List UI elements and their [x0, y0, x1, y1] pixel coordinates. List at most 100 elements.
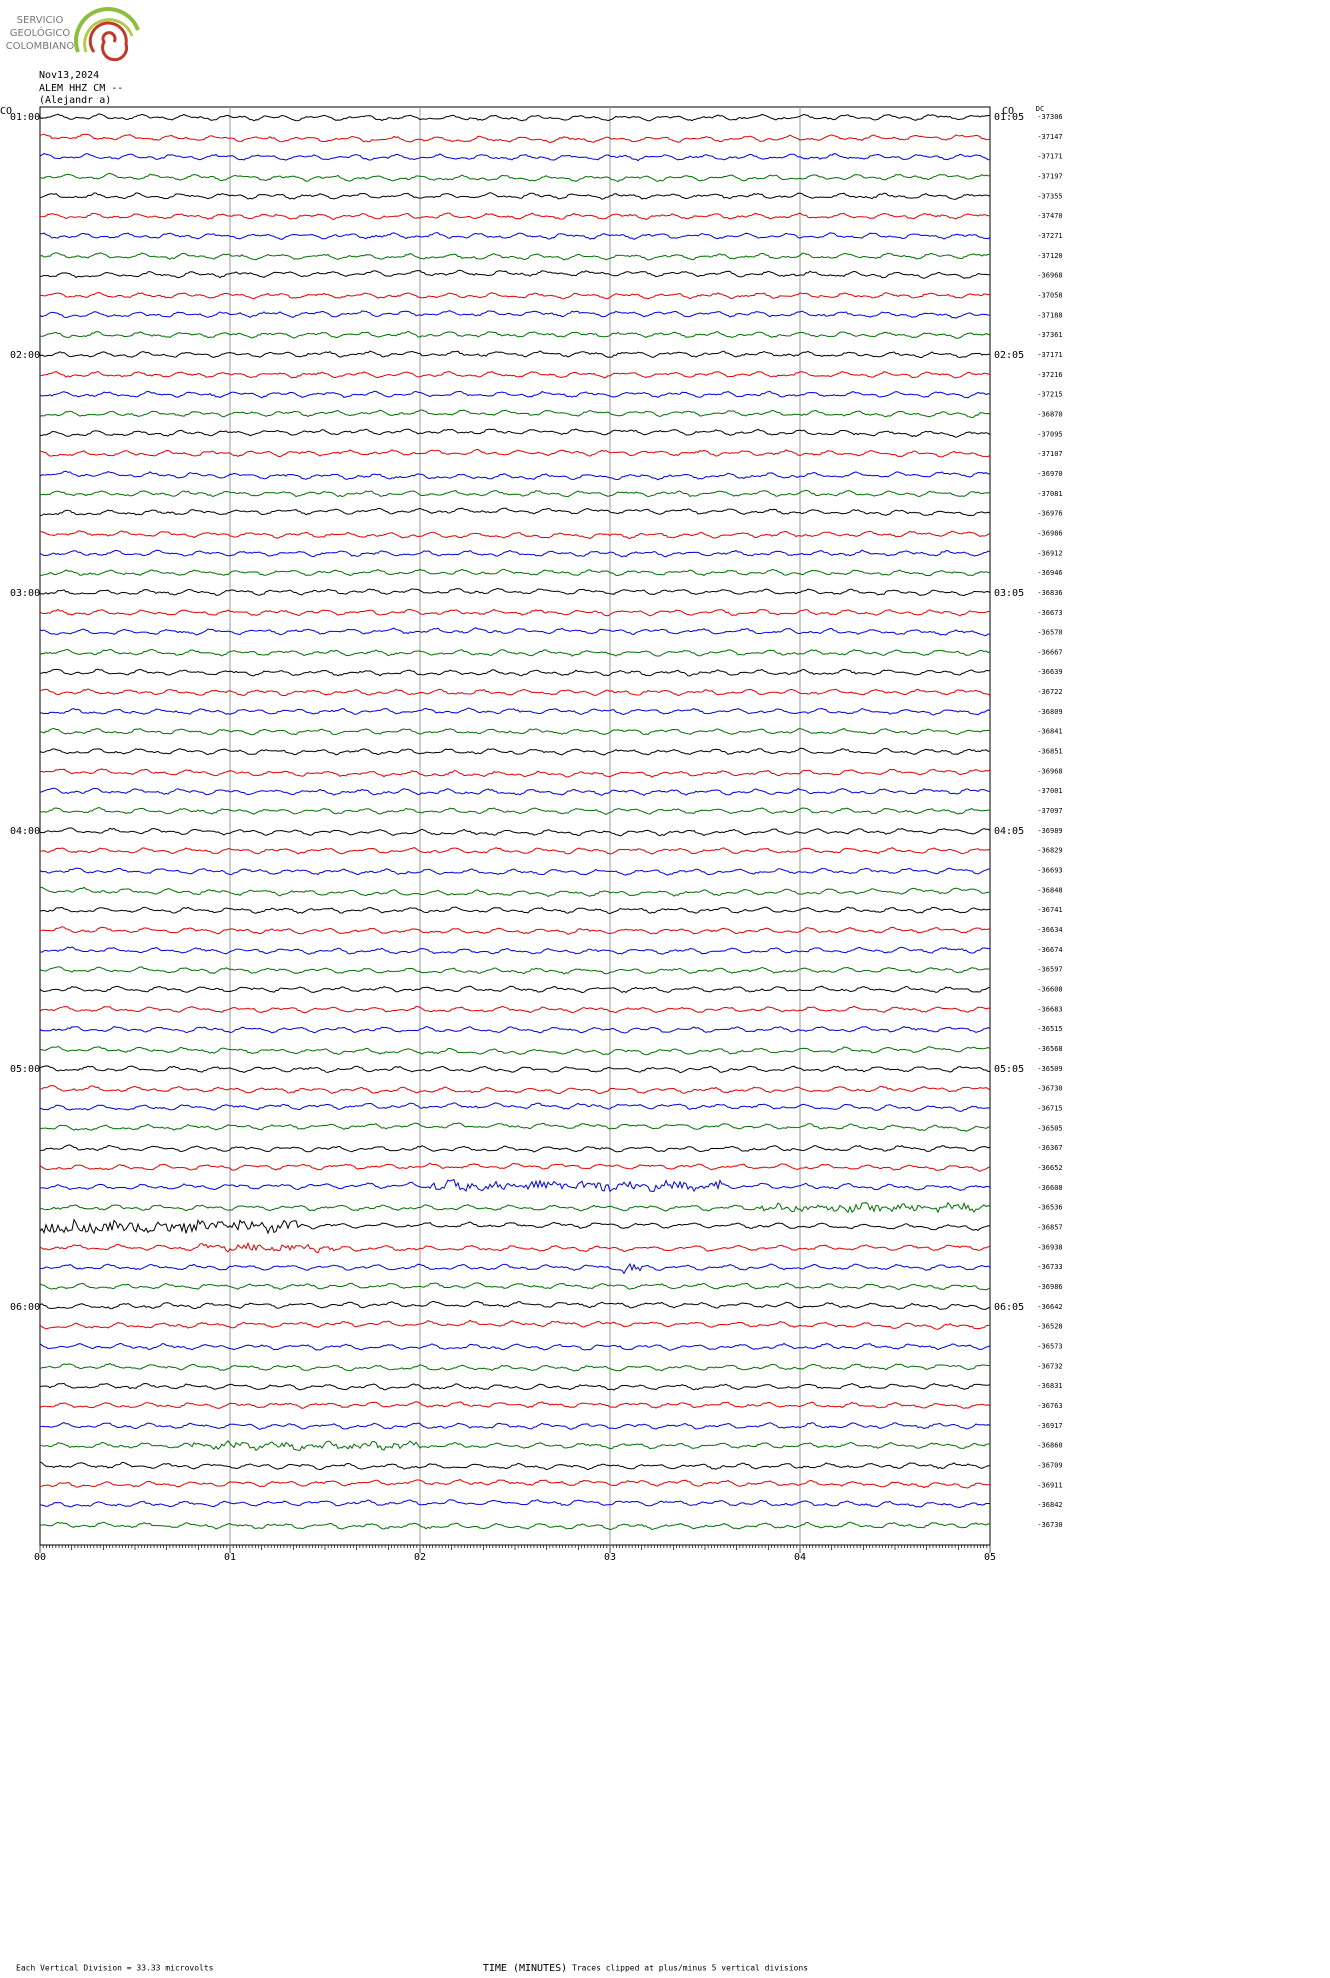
x-axis-title: TIME (MINUTES) [483, 1963, 567, 1974]
trace [39, 1005, 991, 1014]
dc-value: -37147 [1037, 133, 1062, 141]
trace [40, 489, 991, 498]
dc-value: -36809 [1037, 708, 1062, 716]
dc-value: -36938 [1037, 1243, 1062, 1251]
trace [39, 985, 991, 994]
trace [39, 1084, 991, 1095]
dc-value: -36912 [1037, 549, 1062, 557]
dc-value: -36634 [1037, 926, 1062, 934]
dc-value: -36642 [1037, 1303, 1062, 1311]
trace [39, 1218, 991, 1235]
dc-value: -36608 [1037, 986, 1062, 994]
trace [39, 212, 991, 220]
trace [39, 409, 991, 419]
trace [39, 1201, 991, 1214]
dc-value: -36860 [1037, 1442, 1062, 1450]
logo-arc [83, 18, 134, 53]
trace [39, 648, 991, 657]
dc-value: -37197 [1037, 172, 1062, 180]
dc-value: -36709 [1037, 1461, 1062, 1469]
logo-arc [74, 7, 140, 53]
trace [39, 370, 991, 379]
dc-value: -37171 [1037, 153, 1062, 161]
trace [39, 627, 991, 637]
dc-value: -37188 [1037, 311, 1062, 319]
trace [39, 768, 991, 778]
dc-value: -36968 [1037, 272, 1062, 280]
logo-spiral [88, 21, 129, 62]
dc-value: -36667 [1037, 648, 1062, 656]
trace [39, 747, 991, 756]
hour-label: 03:05 [994, 588, 1024, 599]
dc-value: -36367 [1037, 1144, 1062, 1152]
logo-text: COLOMBIANO [6, 41, 75, 52]
dc-value: -36528 [1037, 1323, 1062, 1331]
dc-value: -36570 [1037, 629, 1062, 637]
trace [39, 1342, 991, 1351]
x-tick-label: 00 [34, 1552, 46, 1563]
dc-value: -36652 [1037, 1164, 1062, 1172]
dc-label: DC [1036, 105, 1044, 113]
trace [39, 1282, 991, 1291]
dc-value: -36857 [1037, 1223, 1062, 1231]
trace [39, 330, 991, 339]
network-label: CO [0, 106, 12, 117]
trace [39, 1102, 991, 1112]
trace [39, 608, 991, 617]
trace [39, 133, 991, 144]
dc-value: -37171 [1037, 351, 1062, 359]
trace [39, 172, 991, 183]
trace [39, 727, 991, 736]
trace [39, 152, 991, 162]
hour-label: 01:00 [10, 112, 40, 123]
dc-value: -36836 [1037, 589, 1062, 597]
dc-value: -37470 [1037, 212, 1062, 220]
dc-value: -37097 [1037, 807, 1062, 815]
trace [39, 1401, 991, 1409]
trace [39, 1382, 991, 1391]
dc-value: -37216 [1037, 371, 1062, 379]
dc-value: -36870 [1037, 410, 1062, 418]
trace [39, 1421, 991, 1430]
dc-value: -36597 [1037, 966, 1062, 974]
footer-scale: Each Vertical Division = 33.33 microvolt… [16, 1964, 214, 1973]
trace [39, 807, 990, 815]
trace [40, 688, 991, 697]
trace [39, 966, 991, 975]
dc-value: -36674 [1037, 946, 1062, 954]
dc-value: -37271 [1037, 232, 1062, 240]
hour-label: 06:05 [994, 1302, 1024, 1313]
trace [39, 232, 991, 240]
dc-value: -36986 [1037, 529, 1062, 537]
trace [39, 252, 991, 261]
trace [39, 1461, 991, 1471]
trace [40, 291, 991, 300]
dc-value: -37001 [1037, 787, 1062, 795]
dc-value: -36968 [1037, 767, 1062, 775]
x-tick-label: 03 [604, 1552, 616, 1563]
x-tick-label: 04 [794, 1552, 806, 1563]
trace [39, 1300, 991, 1310]
dc-value: -37058 [1037, 291, 1062, 299]
x-tick-label: 05 [984, 1552, 996, 1563]
trace [39, 530, 991, 540]
footer-clip: Traces clipped at plus/minus 5 vertical … [572, 1964, 808, 1973]
dc-value: -36829 [1037, 847, 1062, 855]
operator: (Alejandr a) [39, 95, 111, 106]
trace [39, 906, 991, 915]
hour-label: 02:05 [994, 350, 1024, 361]
x-tick-label: 02 [414, 1552, 426, 1563]
trace [39, 668, 991, 677]
station: ALEM HHZ CM -- [39, 83, 123, 94]
dc-value: -36946 [1037, 569, 1062, 577]
dc-value: -37107 [1037, 450, 1062, 458]
trace [39, 350, 991, 358]
logo-text: GEOLÓGICO [10, 26, 71, 39]
date: Nov13,2024 [39, 70, 99, 81]
trace [39, 1440, 991, 1452]
dc-value: -37361 [1037, 331, 1062, 339]
trace [39, 1478, 991, 1489]
dc-value: -36917 [1037, 1422, 1062, 1430]
dc-value: -36741 [1037, 906, 1062, 914]
